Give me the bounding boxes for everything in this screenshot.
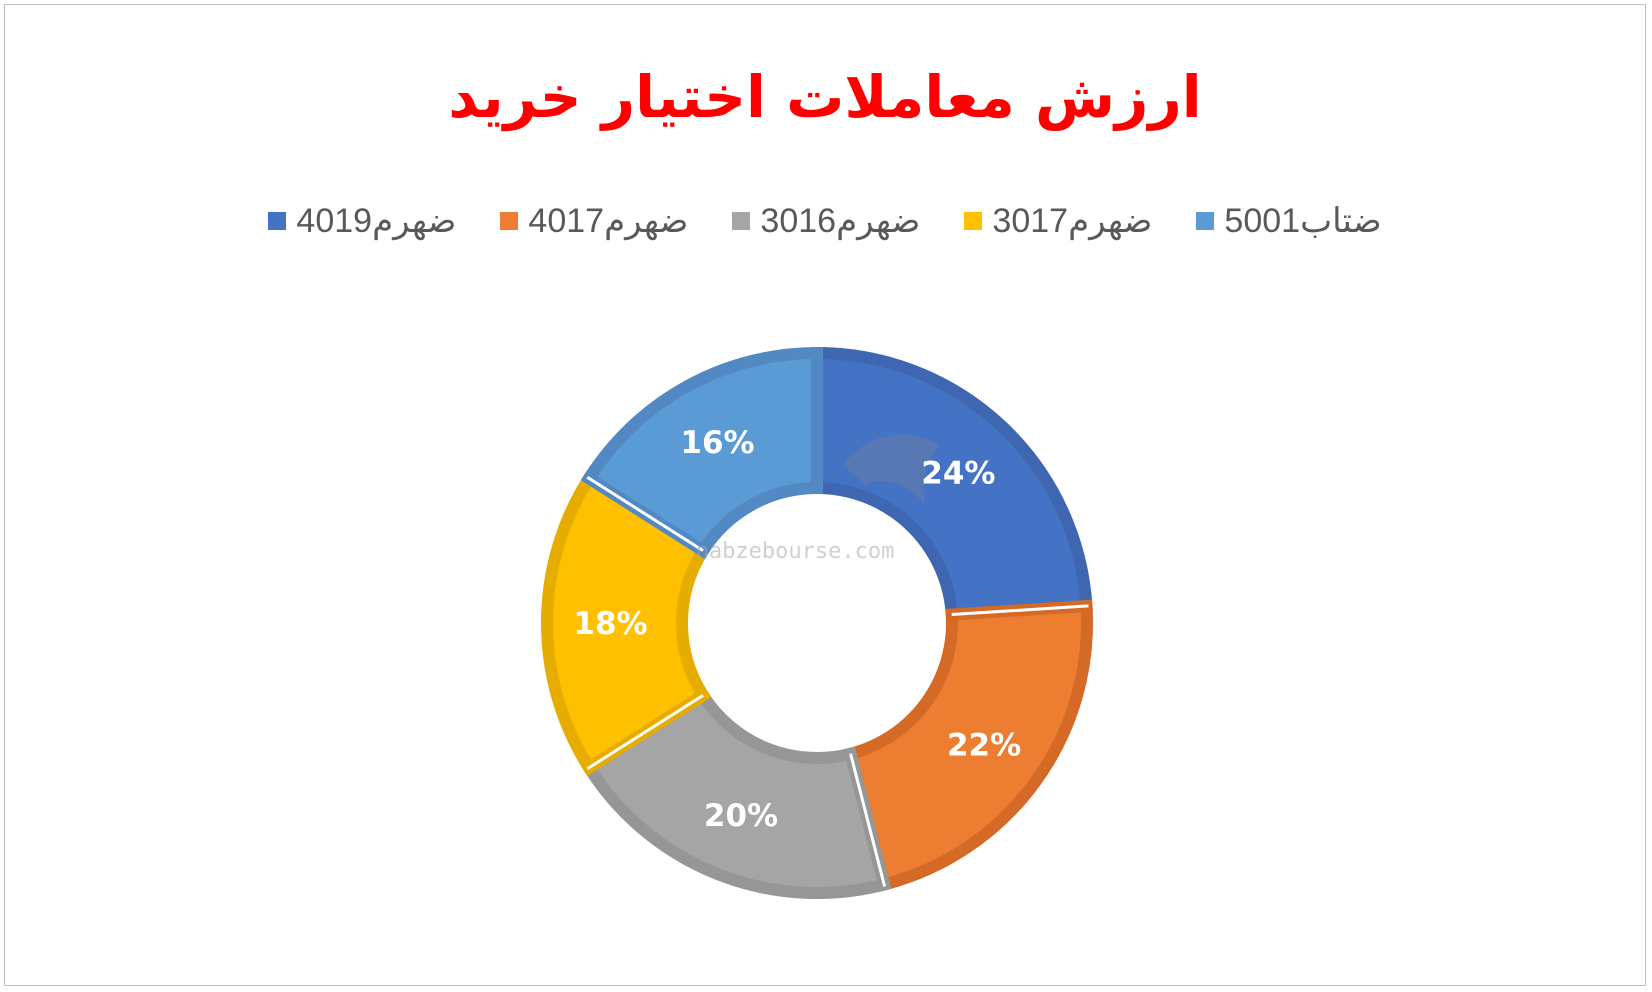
watermark: nabzebourse.com: [696, 434, 940, 564]
donut-slice: [580, 346, 823, 559]
watermark-logo-icon: [843, 434, 940, 505]
slice-value-label: 18%: [573, 606, 647, 642]
slice-separator: [849, 753, 887, 887]
legend-swatch: [964, 212, 983, 230]
legend-swatch: [732, 212, 751, 230]
donut-slices: [541, 346, 1093, 899]
donut-labels: 24% 22% 20% 18% 16%: [573, 425, 1021, 834]
donut-chart: nabzebourse.com 24% 22% 20% 18% 16%: [541, 346, 1093, 899]
slice-separator: [586, 694, 704, 771]
slice-separator: [586, 475, 704, 552]
slice-value-label: 22%: [947, 727, 1021, 763]
donut-slice: [811, 346, 1093, 621]
legend-label: ضهرم4017: [528, 202, 689, 240]
slice-value-label: 16%: [680, 425, 754, 461]
slice-value-label: 20%: [704, 798, 778, 834]
legend-label: ضهرم4019: [296, 202, 457, 240]
slice-separator: [951, 604, 1089, 617]
legend-swatch: [1196, 212, 1215, 230]
chart-legend: ضهرم4019 ضهرم4017 ضهرم3016 ضهرم3017 ضتاب…: [5, 201, 1645, 241]
legend-item: ضتاب5001: [1196, 201, 1382, 241]
chart-area: ارزش معاملات اختیار خرید ضهرم4019 ضهرم40…: [4, 4, 1646, 986]
donut-slice: [843, 599, 1093, 892]
watermark-url: nabzebourse.com: [696, 539, 895, 564]
legend-item: ضهرم3017: [964, 201, 1152, 241]
legend-label: ضهرم3016: [760, 202, 921, 240]
legend-item: ضهرم3016: [732, 201, 920, 241]
legend-item: ضهرم4017: [500, 201, 688, 241]
legend-label: ضتاب5001: [1224, 202, 1382, 240]
donut-slice: [541, 470, 712, 776]
legend-swatch: [268, 212, 287, 230]
chart-title: ارزش معاملات اختیار خرید: [448, 63, 1202, 131]
donut-slice: [580, 687, 892, 899]
legend-label: ضهرم3017: [992, 202, 1153, 240]
legend-swatch: [500, 212, 519, 230]
slice-value-label: 24%: [921, 455, 995, 491]
legend-item: ضهرم4019: [268, 201, 456, 241]
